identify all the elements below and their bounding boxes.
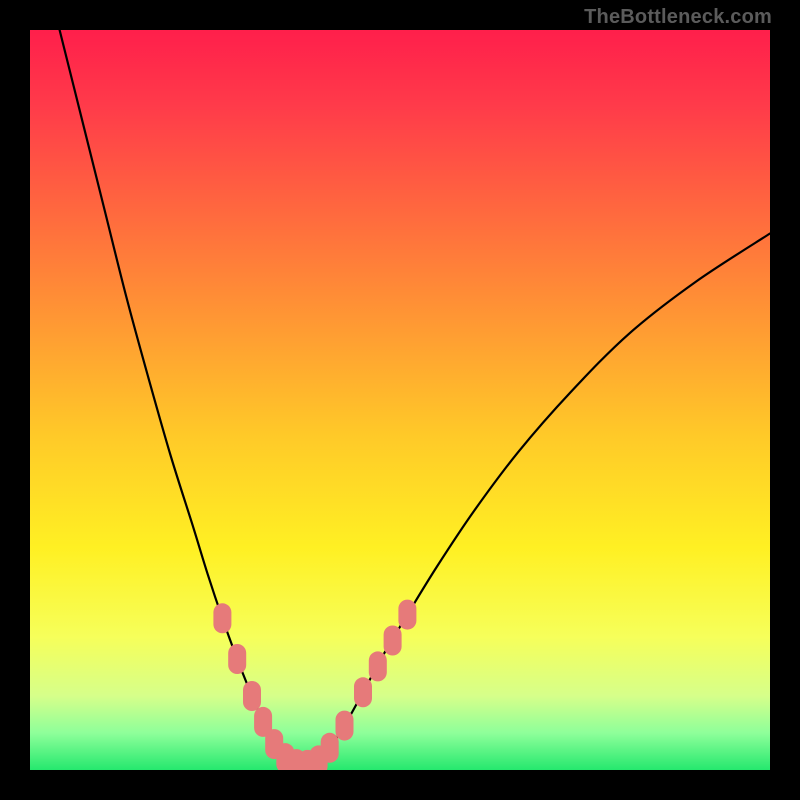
highlight-dot [398, 600, 416, 630]
highlight-dot [321, 733, 339, 763]
highlight-dot [354, 677, 372, 707]
watermark-text: TheBottleneck.com [584, 6, 772, 29]
curve-layer [30, 30, 770, 770]
chart-frame: TheBottleneck.com [0, 0, 800, 800]
highlight-dot [369, 651, 387, 681]
highlight-dot [213, 603, 231, 633]
highlight-dot [336, 711, 354, 741]
highlight-dot [243, 681, 261, 711]
plot-area [30, 30, 770, 770]
highlight-dot [228, 644, 246, 674]
bottleneck-curve [60, 30, 770, 765]
highlight-dot [384, 626, 402, 656]
highlight-dots [213, 600, 416, 770]
